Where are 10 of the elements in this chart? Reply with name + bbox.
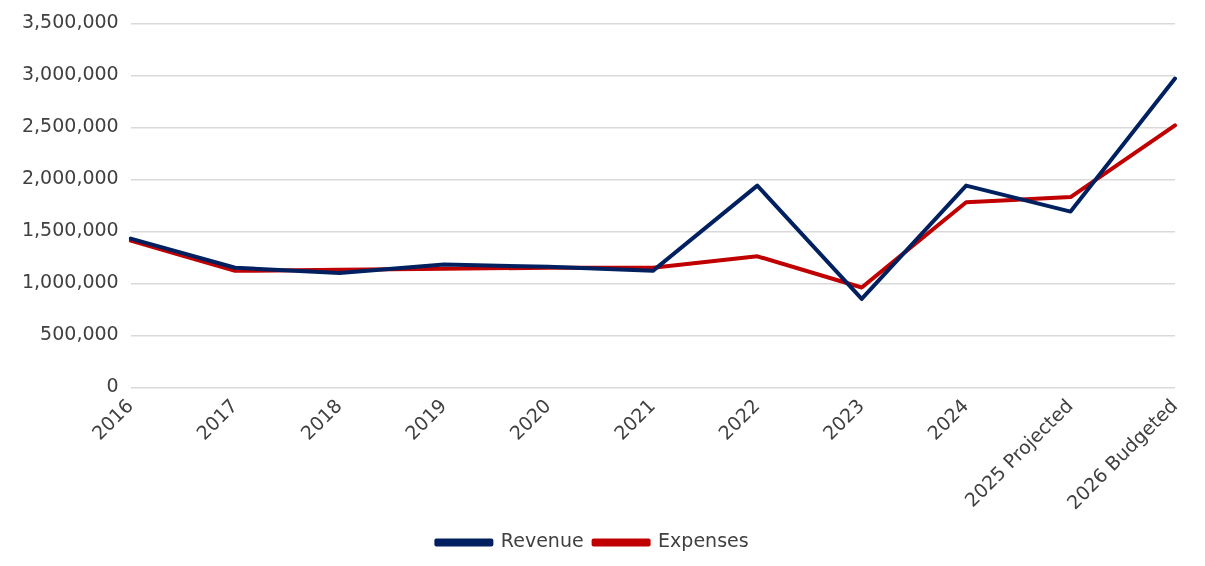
- y-tick-label: 1,500,000: [21, 218, 119, 241]
- y-tick-label: 1,000,000: [21, 270, 119, 293]
- y-tick-label: 3,500,000: [21, 10, 119, 33]
- y-tick-label: 2,000,000: [21, 166, 119, 189]
- y-tick-label: 2,500,000: [21, 114, 119, 137]
- legend-label: Expenses: [658, 529, 749, 552]
- y-tick-label: 500,000: [40, 322, 119, 345]
- legend-label: Revenue: [500, 529, 584, 552]
- y-tick-label: 3,000,000: [21, 62, 119, 85]
- y-tick-label: 0: [106, 374, 119, 397]
